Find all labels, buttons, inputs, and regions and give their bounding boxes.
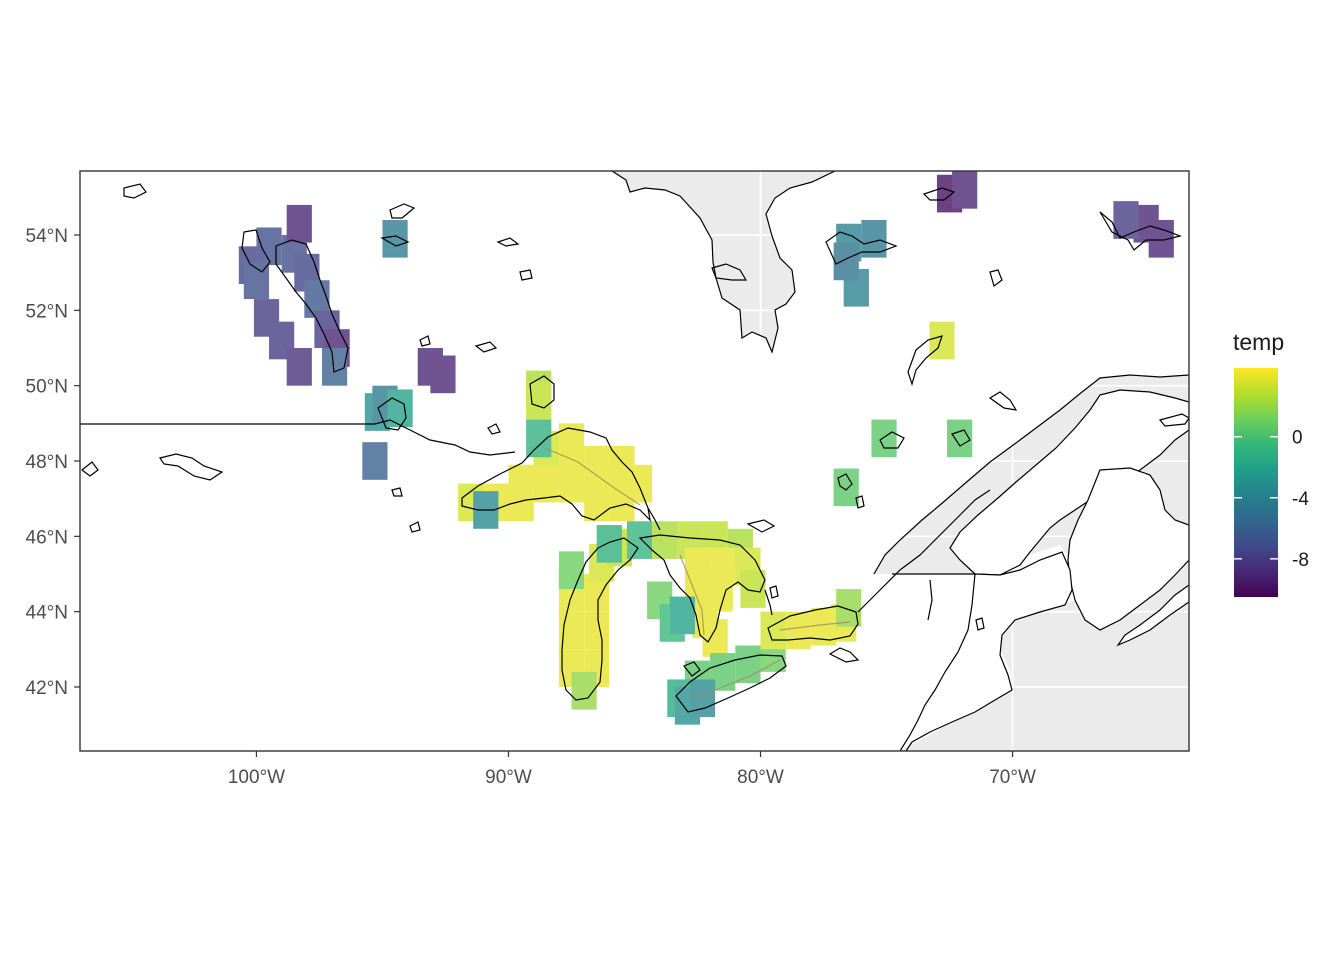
y-tick-label: 44°N	[26, 603, 68, 624]
lake-ontario	[767, 605, 859, 641]
y-tick-label: 52°N	[26, 301, 68, 322]
x-tick-label: 100°W	[228, 767, 285, 788]
temp-cell	[558, 464, 585, 503]
x-tick-label: 90°W	[485, 767, 532, 788]
y-axis: 54°N 52°N 50°N 48°N 46°N 44°N 42°N	[26, 226, 80, 699]
lake-michigan	[561, 537, 639, 701]
new-brunswick	[1067, 467, 1189, 631]
lake-of-the-woods	[377, 397, 407, 431]
nova-scotia	[1116, 584, 1189, 647]
legend-colorbar	[1234, 368, 1278, 597]
y-tick-label: 50°N	[26, 377, 68, 398]
lake-mistassini	[907, 335, 943, 387]
legend-title: temp	[1233, 329, 1284, 355]
manicouagan	[951, 429, 971, 447]
temp-cell	[382, 219, 408, 258]
legend: temp 0 -4 -8	[1233, 329, 1309, 597]
temp-cell	[571, 671, 597, 710]
lake-nipigon	[529, 375, 555, 409]
land-overlay	[899, 389, 1189, 751]
map-panel	[80, 171, 1189, 751]
temp-cell	[584, 611, 610, 650]
temp-cell	[952, 171, 978, 209]
us-northeast	[899, 551, 1073, 751]
legend-label: 0	[1292, 428, 1303, 449]
x-axis: 100°W 90°W 80°W 70°W	[228, 751, 1036, 788]
lake-winnipeg	[275, 239, 349, 373]
temp-cell	[584, 483, 610, 522]
temp-cell	[760, 611, 786, 650]
st-lawrence-river	[857, 489, 991, 613]
temp-cell	[669, 596, 695, 635]
temp-cell	[321, 348, 348, 386]
temp-cell	[387, 389, 413, 428]
temp-cell	[508, 483, 534, 522]
temp-cell	[871, 419, 897, 458]
y-tick-label: 54°N	[26, 226, 68, 247]
lake-erie	[675, 654, 787, 713]
lake-nipissing	[746, 519, 776, 533]
anticosti-island	[1158, 413, 1189, 427]
temp-cell	[735, 645, 761, 684]
temp-cell	[430, 355, 456, 394]
temp-cell	[947, 419, 973, 458]
lake-winnipegosis	[241, 229, 271, 273]
north-lake	[922, 187, 956, 201]
temp-cell	[609, 483, 635, 522]
temp-cell	[286, 204, 312, 243]
temp-cell	[785, 611, 811, 650]
y-tick-label: 46°N	[26, 527, 68, 548]
temp-cell	[626, 521, 653, 559]
temp-cell	[286, 348, 312, 386]
smallwood	[1099, 211, 1183, 251]
legend-ticks: 0 -4 -8	[1234, 428, 1309, 571]
x-tick-label: 70°W	[989, 767, 1036, 788]
lake-st-clair	[683, 661, 701, 677]
x-tick-label: 80°W	[737, 767, 784, 788]
lake-huron	[638, 534, 766, 643]
temp-cell	[526, 419, 552, 458]
legend-label: -8	[1292, 550, 1309, 571]
quebec-interior	[949, 389, 1189, 576]
temp-cell	[362, 442, 388, 480]
y-tick-label: 48°N	[26, 452, 68, 473]
lakes	[81, 183, 1183, 713]
temp-cell	[596, 525, 622, 563]
caniapiscau	[825, 231, 898, 265]
y-tick-label: 42°N	[26, 678, 68, 699]
temp-cell	[929, 321, 955, 360]
legend-label: -4	[1292, 489, 1309, 510]
lake-saint-jean	[879, 431, 905, 449]
borders	[80, 171, 1189, 621]
temp-cell	[833, 242, 859, 281]
temp-cell	[558, 551, 585, 590]
temp-cell	[652, 521, 678, 559]
temp-cell	[702, 619, 728, 657]
lake-superior	[461, 427, 651, 522]
